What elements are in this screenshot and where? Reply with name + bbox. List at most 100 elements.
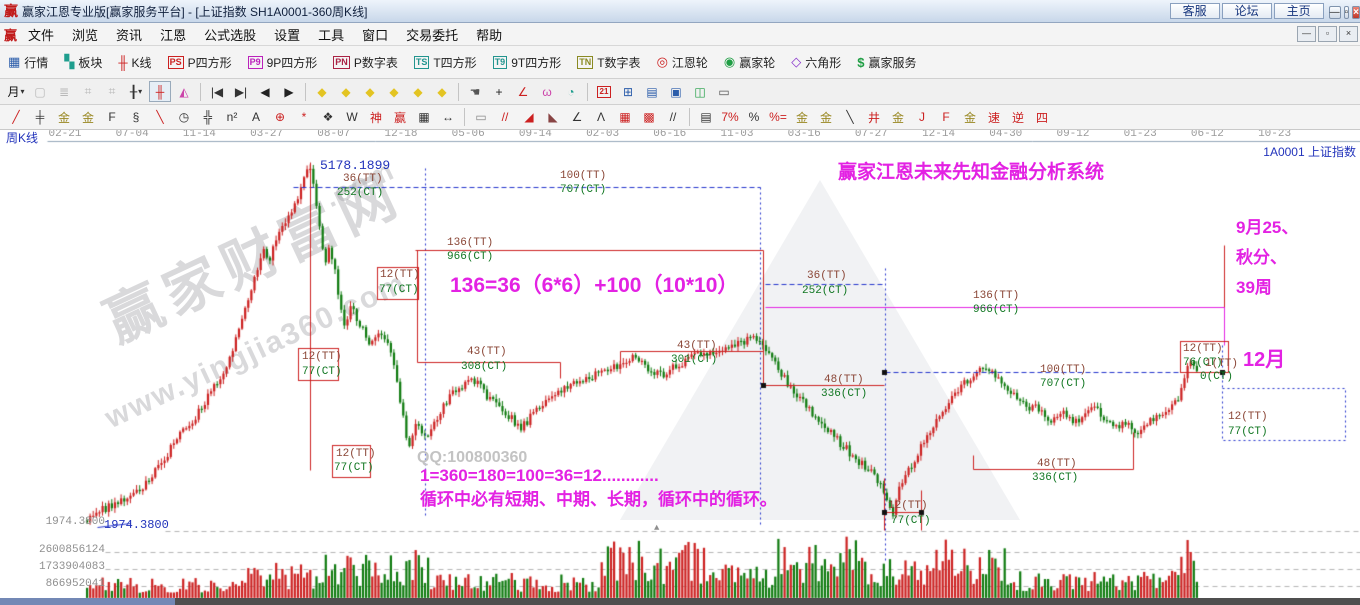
price-grid-tool[interactable]: ╬ — [197, 107, 219, 128]
reverse-line-tool[interactable]: 逆 — [1007, 107, 1029, 128]
mdi-close-button[interactable]: × — [1339, 26, 1358, 42]
hexagon-button[interactable]: ◇ 六角形 — [783, 49, 849, 75]
t-number-table-button[interactable]: TN T数字表 — [569, 49, 648, 75]
ruler-grid-tool[interactable]: ▦ — [413, 107, 435, 128]
compress-all-button[interactable]: ◆ — [431, 81, 453, 102]
ying-tool[interactable]: 赢 — [389, 107, 411, 128]
menu-gann[interactable]: 江恩 — [160, 27, 187, 43]
menu-formula-stock-pick[interactable]: 公式选股 — [204, 27, 257, 43]
menu-browse[interactable]: 浏览 — [72, 27, 99, 43]
p-square-button[interactable]: PS P四方形 — [160, 49, 240, 75]
t-square-button[interactable]: TS T四方形 — [406, 49, 485, 75]
gold-angle-tool[interactable]: 金 — [887, 107, 909, 128]
gann-pig-button[interactable]: ω — [536, 81, 558, 102]
menu-trade[interactable]: 交易委托 — [406, 27, 459, 43]
p-number-table-button[interactable]: PN P数字表 — [325, 49, 406, 75]
angle-lines-tool[interactable]: ∠ — [566, 107, 588, 128]
gann-wheel-button[interactable]: ◎ 江恩轮 — [649, 49, 716, 75]
save-button[interactable]: ▣ — [665, 81, 687, 102]
wave-tool[interactable]: W — [341, 107, 363, 128]
a-tool[interactable]: A — [245, 107, 267, 128]
spiral-tool[interactable]: § — [125, 107, 147, 128]
menu-help[interactable]: 帮助 — [476, 27, 503, 43]
hand-drag-button[interactable]: ☚ — [464, 81, 486, 102]
percent-lines-tool[interactable]: %= — [767, 107, 789, 128]
star-tool[interactable]: * — [293, 107, 315, 128]
expand-x-button[interactable]: ◆ — [359, 81, 381, 102]
gold-angle2-tool[interactable]: 金 — [959, 107, 981, 128]
parallel-lines-tool[interactable]: // — [662, 107, 684, 128]
quotes-button[interactable]: ▦ 行情 — [0, 49, 56, 75]
close-button[interactable]: × — [1352, 6, 1360, 19]
forum-button[interactable]: 论坛 — [1221, 3, 1272, 19]
f-angle-tool[interactable]: F — [935, 107, 957, 128]
winner-service-button[interactable]: $ 赢家服务 — [849, 49, 924, 75]
percent7-tool[interactable]: 7% — [719, 107, 741, 128]
memo-button[interactable]: ▤ — [641, 81, 663, 102]
speed-line-tool[interactable]: 速 — [983, 107, 1005, 128]
fibonacci-tool[interactable]: F — [101, 107, 123, 128]
pan-right-button[interactable]: ◆ — [335, 81, 357, 102]
frame-tool[interactable]: ▭ — [470, 107, 492, 128]
menu-news[interactable]: 资讯 — [116, 27, 143, 43]
sync-button[interactable]: ◫ — [689, 81, 711, 102]
fan-lines-tool[interactable]: // — [494, 107, 516, 128]
gann-fan-tool[interactable]: ◢ — [518, 107, 540, 128]
span-arrow-tool[interactable]: ↔ — [437, 107, 459, 128]
n2-tool[interactable]: n² — [221, 107, 243, 128]
prev-bar-button[interactable]: ◀ — [254, 81, 276, 102]
pan-left-button[interactable]: ◆ — [311, 81, 333, 102]
menu-settings[interactable]: 设置 — [274, 27, 301, 43]
compress-x-button[interactable]: ◆ — [383, 81, 405, 102]
calculator-button[interactable]: ⊞ — [617, 81, 639, 102]
shen-tool[interactable]: 神 — [365, 107, 387, 128]
customer-service-button[interactable]: 客服 — [1169, 3, 1220, 19]
color-chart-button[interactable]: ◭ — [173, 81, 195, 102]
gold-lines-tool[interactable]: 金 — [815, 107, 837, 128]
horizontal-scrollbar[interactable] — [0, 598, 1360, 605]
tick-chart-button[interactable]: ▢ — [29, 81, 51, 102]
expand-all-button[interactable]: ◆ — [407, 81, 429, 102]
homepage-button[interactable]: 主页 — [1273, 3, 1324, 19]
percent-tool[interactable]: % — [743, 107, 765, 128]
gold-grid2-tool[interactable]: 金 — [77, 107, 99, 128]
menu-file[interactable]: 文件 — [28, 27, 55, 43]
compass-tool[interactable]: ⊕ — [269, 107, 291, 128]
period-month-dropdown[interactable]: 月 ▾ — [5, 81, 27, 102]
menu-tools[interactable]: 工具 — [318, 27, 345, 43]
menu-window[interactable]: 窗口 — [362, 27, 389, 43]
pen-tool[interactable]: ╱ — [5, 107, 27, 128]
v-lines-tool[interactable]: Λ — [590, 107, 612, 128]
bar9-chart-button[interactable]: ⌗ — [101, 81, 123, 102]
mdi-restore-button[interactable]: ▫ — [1318, 26, 1337, 42]
crosshair-button[interactable]: + — [488, 81, 510, 102]
minute-chart-button[interactable]: ≣ — [53, 81, 75, 102]
shaded-fan-tool[interactable]: ◣ — [542, 107, 564, 128]
9p-square-button[interactable]: P9 9P四方形 — [240, 49, 326, 75]
grid-ruler-tool[interactable]: ╪ — [29, 107, 51, 128]
kline-button[interactable]: ╫ K线 — [110, 49, 159, 75]
bar3-chart-button[interactable]: ⌗ — [77, 81, 99, 102]
split-tool[interactable]: 井 — [863, 107, 885, 128]
globe-stats-button[interactable]: ◔ — [560, 81, 582, 102]
winner-wheel-button[interactable]: ◉ 赢家轮 — [716, 49, 783, 75]
web-tool[interactable]: ❖ — [317, 107, 339, 128]
grid-box2-tool[interactable]: ▩ — [638, 107, 660, 128]
first-page-button[interactable]: |◀ — [206, 81, 228, 102]
grid-box-tool[interactable]: ▦ — [614, 107, 636, 128]
mdi-minimize-button[interactable]: — — [1297, 26, 1316, 42]
four-line-tool[interactable]: 四 — [1031, 107, 1053, 128]
gold-circle-tool[interactable]: 金 — [791, 107, 813, 128]
time-circle-tool[interactable]: ◷ — [173, 107, 195, 128]
restore-button[interactable]: ▫ — [1343, 6, 1350, 19]
sectors-button[interactable]: ▚ 板块 — [56, 49, 110, 75]
scrollbar-thumb[interactable] — [175, 598, 1360, 605]
calendar-button[interactable]: 21 — [593, 81, 615, 102]
gold-grid-tool[interactable]: 金 — [53, 107, 75, 128]
print-button[interactable]: ▭ — [713, 81, 735, 102]
minimize-button[interactable]: — — [1328, 6, 1341, 19]
next-bar-button[interactable]: ▶ — [278, 81, 300, 102]
angle-tool-button[interactable]: ∠ — [512, 81, 534, 102]
kline-active-button[interactable]: ╫ — [149, 81, 171, 102]
brush-tool[interactable]: ╲ — [149, 107, 171, 128]
